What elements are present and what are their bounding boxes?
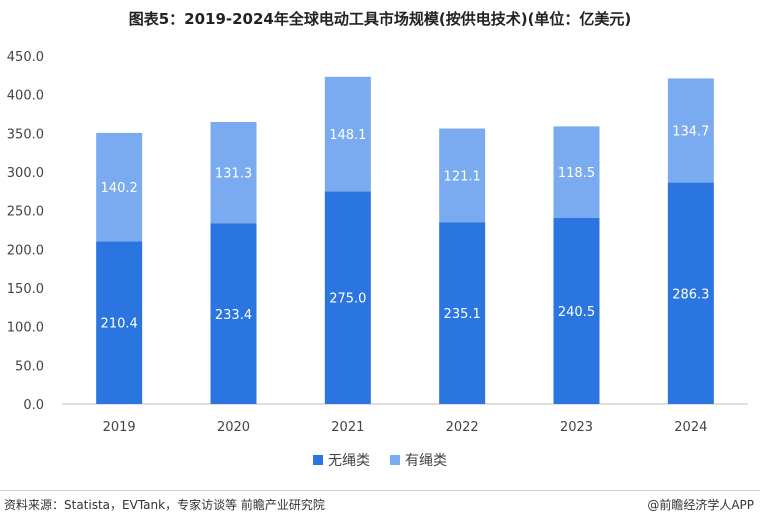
bar-segment [439,222,486,404]
bar-segment [210,121,257,224]
y-tick-label: 350.0 [7,127,44,142]
bar-segment [210,223,257,404]
x-tick-label: 2023 [560,420,593,435]
x-tick-label: 2019 [103,420,136,435]
y-tick-label: 200.0 [7,243,44,258]
bar-value-label: 140.2 [101,181,138,196]
legend-label-corded: 有绳类 [405,453,447,469]
bar-value-label: 210.4 [101,317,138,332]
bar-value-label: 240.5 [558,305,595,320]
x-tick-label: 2021 [331,420,364,435]
bar-value-label: 118.5 [558,166,595,181]
y-tick-label: 300.0 [7,166,44,181]
bar-value-label: 275.0 [329,292,366,307]
brand-credit: @前瞻经济学人APP [647,498,754,512]
bar-value-label: 286.3 [672,287,709,302]
bar-segment [96,241,143,404]
bar-segment [324,191,371,404]
bar-segment [96,132,143,242]
bar-value-label: 233.4 [215,308,252,323]
legend-item-cordless: 无绳类 [313,450,370,470]
legend: 无绳类 有绳类 [0,450,760,470]
source-note: 资料来源：Statista，EVTank，专家访谈等 前瞻产业研究院 [4,498,325,512]
bar-value-label: 131.3 [215,167,252,182]
y-tick-label: 450.0 [7,50,44,65]
bar-segment [439,128,486,223]
bar-value-label: 235.1 [444,307,481,322]
bar-value-label: 134.7 [672,125,709,140]
y-tick-label: 0.0 [23,398,44,413]
bar-segment [553,126,600,219]
bar-segment [324,76,371,192]
bar-value-label: 121.1 [444,169,481,184]
y-tick-label: 400.0 [7,89,44,104]
x-tick-label: 2020 [217,420,250,435]
bar-segment [667,182,714,404]
x-tick-label: 2024 [674,420,707,435]
y-tick-label: 250.0 [7,205,44,220]
x-tick-label: 2022 [446,420,479,435]
bar-segment [553,218,600,404]
legend-swatch-corded [390,455,400,465]
y-tick-label: 50.0 [15,359,44,374]
legend-label-cordless: 无绳类 [328,453,370,469]
y-tick-label: 150.0 [7,282,44,297]
legend-item-corded: 有绳类 [390,450,447,470]
footer: 资料来源：Statista，EVTank，专家访谈等 前瞻产业研究院 @前瞻经济… [0,490,760,513]
bar-segment [667,78,714,183]
y-tick-label: 100.0 [7,321,44,336]
legend-swatch-cordless [313,455,323,465]
bar-value-label: 148.1 [329,128,366,143]
chart-title: 图表5：2019-2024年全球电动工具市场规模(按供电技术)(单位：亿美元) [128,10,632,28]
